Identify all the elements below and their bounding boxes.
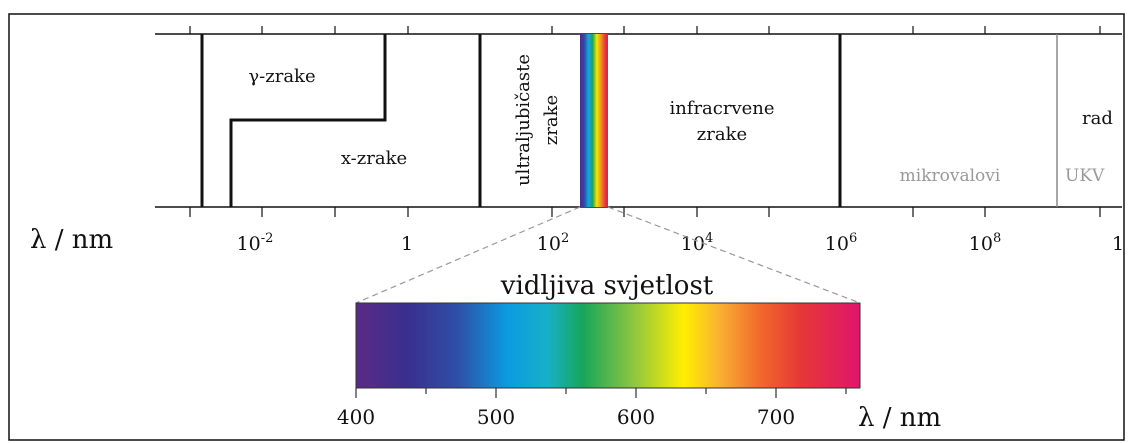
top-ticks: [189, 26, 1101, 34]
visible-band-small: [580, 34, 608, 207]
uv-label-line2: zrake: [541, 95, 562, 145]
tick-label: 108: [969, 231, 1001, 255]
visible-tick-label: 400: [337, 405, 375, 429]
tick-label: 10-2: [237, 231, 274, 255]
visible-tick-label: 500: [477, 405, 515, 429]
microwave-label: mikrovalovi: [900, 166, 1001, 186]
visible-title: vidljiva svjetlost: [500, 271, 714, 301]
gamma-xray-boundary: [229, 34, 387, 207]
radio-label: rad: [1082, 108, 1113, 129]
tick-label: 1: [401, 233, 413, 255]
xray-label: x-zrake: [341, 148, 407, 169]
visible-tick-label: 700: [757, 405, 795, 429]
figure-border: [8, 13, 1125, 441]
visible-tick-labels: 400 500 600 700: [337, 405, 795, 429]
uv-label-line1: ultraljubičaste: [513, 54, 534, 186]
projection-line-right: [607, 206, 861, 304]
visible-spectrum-bar: [355, 302, 861, 389]
ukv-label: UKV: [1065, 166, 1105, 186]
visible-tick-label: 600: [617, 405, 655, 429]
main-axis-unit: λ / nm: [30, 225, 113, 255]
infrared-label-line2: zrake: [697, 124, 747, 145]
tick-label: 1: [1112, 233, 1124, 255]
tick-label: 104: [681, 231, 713, 255]
gamma-label: γ-zrake: [248, 66, 315, 87]
tick-label: 102: [537, 231, 569, 255]
visible-ticks: [355, 388, 847, 398]
tick-label: 106: [825, 231, 857, 255]
visible-axis-unit: λ / nm: [858, 403, 941, 433]
infrared-label-line1: infracrvene: [669, 98, 774, 119]
main-tick-labels: 10-2 1 102 104 106 108 1: [237, 231, 1124, 255]
projection-line-left: [355, 206, 581, 304]
bottom-ticks: [189, 207, 1101, 217]
